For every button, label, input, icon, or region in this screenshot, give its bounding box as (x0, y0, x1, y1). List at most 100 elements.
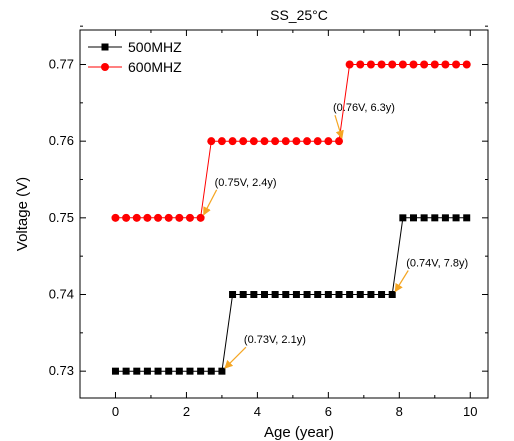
annotation-label: (0.75V, 2.4y) (215, 177, 277, 189)
data-point-500mhz (165, 367, 173, 375)
legend-label-600mhz: 600MHZ (128, 59, 182, 75)
axis-ticks: 0 2 4 6 8 10 0.73 0.74 0.75 0.76 0.77 (49, 25, 488, 419)
y-tick-label: 0.75 (49, 210, 74, 225)
legend-marker-600mhz (101, 63, 109, 71)
series-line-500mhz (115, 217, 467, 372)
data-point-600mhz (409, 60, 418, 69)
data-point-500mhz (143, 367, 151, 375)
annotation-arrow (334, 114, 344, 139)
data-point-500mhz (346, 291, 354, 298)
data-point-600mhz (164, 213, 173, 222)
plot-frame (79, 29, 489, 399)
data-point-500mhz (292, 291, 300, 298)
data-point-500mhz (175, 367, 183, 375)
data-point-600mhz (462, 60, 471, 69)
data-point-600mhz (334, 137, 343, 146)
data-point-600mhz (292, 137, 301, 146)
x-tick-label: 2 (183, 404, 190, 419)
y-tick-label: 0.77 (49, 57, 74, 72)
data-point-500mhz (335, 291, 343, 298)
x-tick-label: 10 (463, 404, 477, 419)
data-point-500mhz (324, 291, 332, 298)
annotation-layer: (0.73V, 2.1y) (0.74V, 7.8y) (0.75V, 2.4y) (… (203, 102, 468, 369)
data-point-500mhz (250, 291, 258, 298)
data-point-600mhz (239, 137, 248, 146)
data-point-600mhz (260, 137, 269, 146)
data-point-500mhz (186, 367, 194, 375)
data-point-500mhz (282, 291, 290, 298)
data-point-500mhz (378, 291, 386, 298)
data-point-500mhz (399, 214, 407, 222)
data-point-500mhz (356, 291, 364, 298)
y-axis-label: Voltage (V) (14, 177, 31, 251)
data-point-600mhz (345, 60, 354, 69)
data-point-600mhz (430, 60, 439, 69)
annotation-label: (0.76V, 6.3y) (333, 102, 395, 114)
series-layer (111, 60, 471, 375)
data-point-500mhz (197, 367, 205, 375)
data-point-600mhz (185, 213, 194, 222)
series-line-600mhz (115, 64, 467, 219)
legend-marker-500mhz (101, 43, 109, 51)
data-point-600mhz (303, 137, 312, 146)
data-point-500mhz (452, 214, 460, 222)
data-point-600mhz (217, 137, 226, 146)
data-point-500mhz (111, 367, 119, 375)
data-point-600mhz (122, 213, 131, 222)
x-axis-label: Age (year) (264, 424, 334, 441)
data-point-500mhz (207, 367, 215, 375)
legend: 500MHZ 600MHZ (88, 39, 182, 75)
data-point-600mhz (420, 60, 429, 69)
data-point-600mhz (366, 60, 375, 69)
x-tick-label: 6 (325, 404, 332, 419)
data-point-500mhz (271, 291, 279, 298)
data-point-600mhz (132, 213, 141, 222)
data-point-500mhz (409, 214, 417, 222)
data-point-600mhz (281, 137, 290, 146)
data-point-500mhz (431, 214, 439, 222)
data-point-600mhz (398, 60, 407, 69)
x-tick-label: 8 (396, 404, 403, 419)
data-point-500mhz (303, 291, 311, 298)
data-point-600mhz (441, 60, 450, 69)
y-tick-label: 0.73 (49, 363, 74, 378)
data-point-600mhz (143, 213, 152, 222)
data-point-600mhz (228, 137, 237, 146)
data-point-500mhz (441, 214, 449, 222)
data-point-500mhz (122, 367, 130, 375)
data-point-600mhz (271, 137, 280, 146)
data-point-600mhz (388, 60, 397, 69)
data-point-600mhz (207, 137, 216, 146)
data-point-600mhz (154, 213, 163, 222)
data-point-500mhz (239, 291, 247, 298)
x-tick-label: 4 (254, 404, 261, 419)
data-point-600mhz (377, 60, 386, 69)
data-point-500mhz (388, 291, 396, 298)
data-point-500mhz (229, 291, 237, 298)
data-point-600mhz (452, 60, 461, 69)
data-point-500mhz (260, 291, 268, 298)
annotation-label: (0.74V, 7.8y) (406, 258, 468, 270)
data-point-500mhz (463, 214, 471, 222)
data-point-600mhz (313, 137, 322, 146)
y-tick-label: 0.76 (49, 133, 74, 148)
annotation-label: (0.73V, 2.1y) (244, 334, 306, 346)
data-point-600mhz (324, 137, 333, 146)
data-point-500mhz (218, 367, 226, 375)
annotation-arrow (203, 189, 218, 216)
data-point-500mhz (314, 291, 322, 298)
annotation-arrow (224, 346, 247, 369)
annotation-arrow (394, 270, 409, 293)
data-point-500mhz (133, 367, 141, 375)
data-point-600mhz (356, 60, 365, 69)
chart-title: SS_25°C (270, 7, 328, 23)
data-point-500mhz (367, 291, 375, 298)
y-tick-label: 0.74 (49, 287, 74, 302)
x-tick-label: 0 (112, 404, 119, 419)
data-point-500mhz (154, 367, 162, 375)
data-point-600mhz (175, 213, 184, 222)
legend-label-500mhz: 500MHZ (128, 39, 182, 55)
data-point-600mhz (111, 213, 120, 222)
data-point-500mhz (420, 214, 428, 222)
